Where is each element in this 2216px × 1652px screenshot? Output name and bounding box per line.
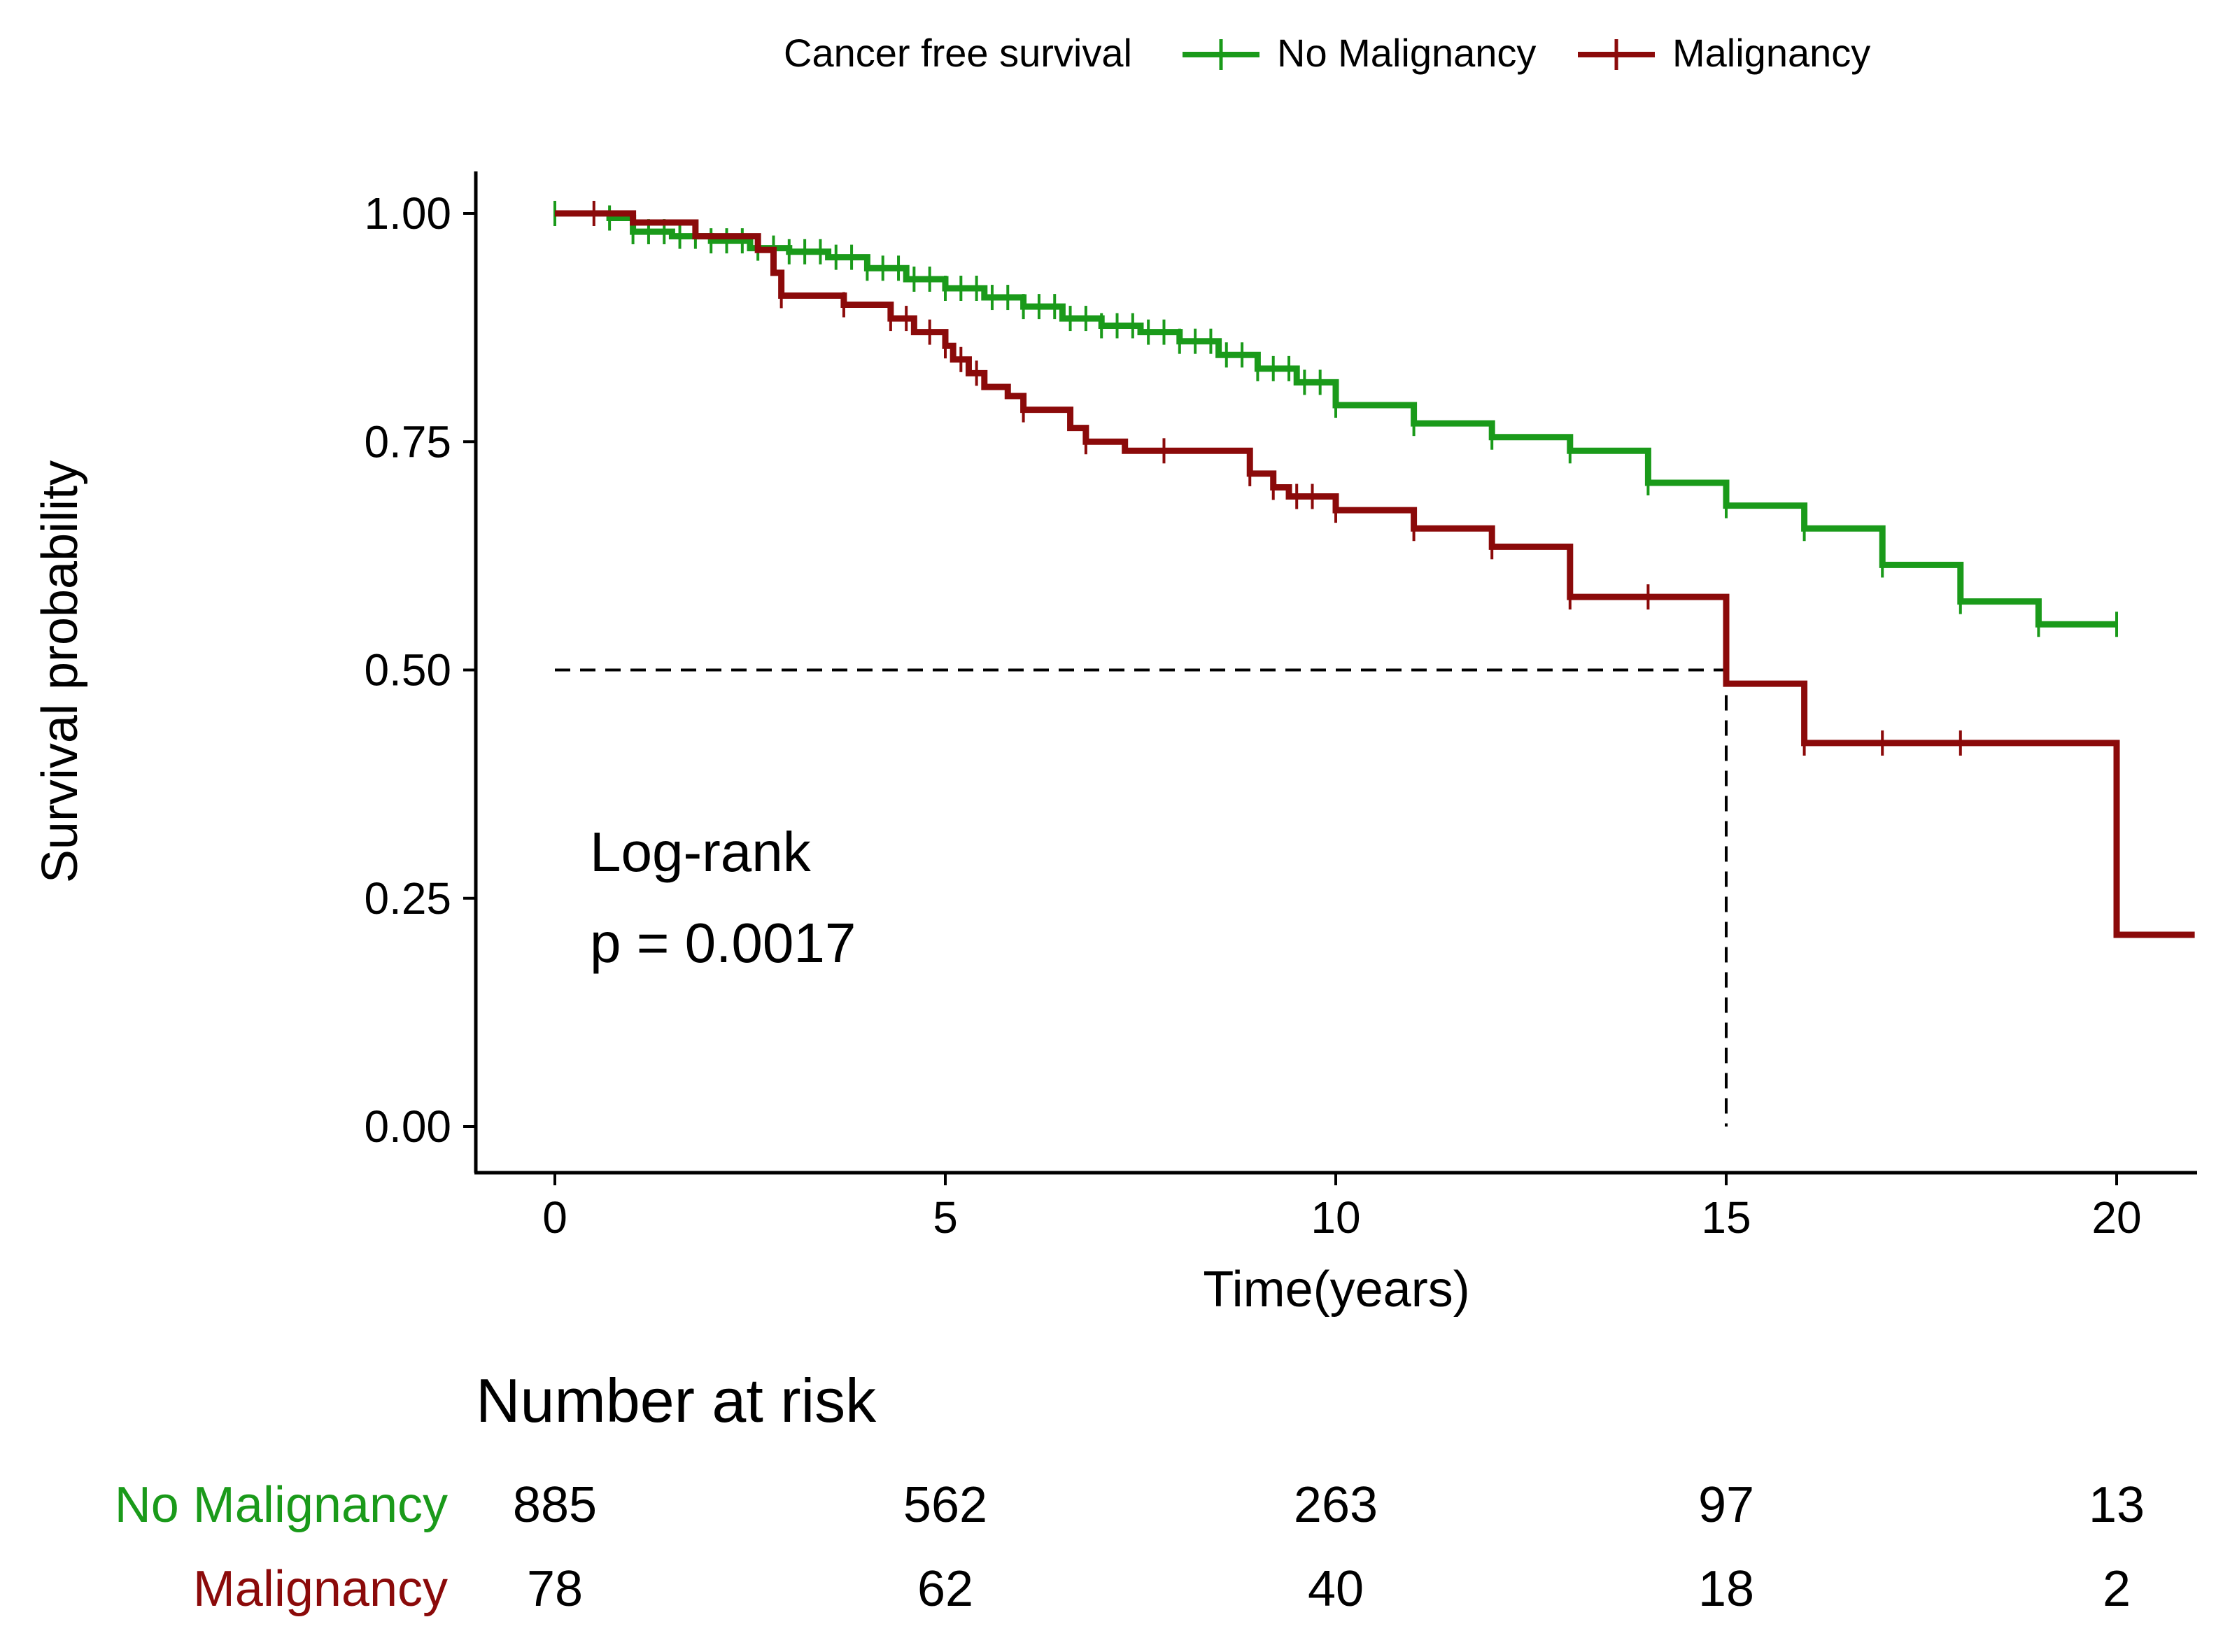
survival-curves [553, 201, 2195, 938]
risk-count: 40 [1308, 1561, 1364, 1617]
y-ticks: 0.00 0.25 0.50 0.75 1.00 [364, 188, 476, 1152]
y-tick-label: 0.25 [364, 873, 451, 924]
risk-count: 78 [527, 1561, 583, 1617]
x-tick-label: 20 [2091, 1192, 2141, 1243]
log-rank-label: Log-rank [590, 821, 812, 883]
median-reference-lines [555, 668, 1728, 1127]
legend-malignancy-label: Malignancy [1672, 31, 1870, 75]
p-value-label: p = 0.0017 [590, 912, 856, 974]
risk-count: 97 [1698, 1477, 1754, 1533]
malignancy-censor-marks [592, 201, 1962, 756]
risk-row-label-malignancy: Malignancy [193, 1561, 448, 1617]
legend-no-malignancy-label: No Malignancy [1277, 31, 1536, 75]
no-malignancy-curve [555, 210, 2117, 628]
risk-count: 18 [1698, 1561, 1754, 1617]
risk-count: 562 [903, 1477, 987, 1533]
legend: Cancer free survival No Malignancy Malig… [784, 31, 1870, 75]
risk-count: 13 [2089, 1477, 2145, 1533]
x-tick-label: 5 [933, 1192, 958, 1243]
risk-table: No Malignancy 885 562 263 97 13 Malignancy 78 62… [115, 1477, 2145, 1617]
x-tick-label: 15 [1701, 1192, 1751, 1243]
x-axis-title: Time(years) [1203, 1262, 1469, 1318]
risk-row-label-no-malignancy: No Malignancy [115, 1477, 448, 1533]
legend-title: Cancer free survival [784, 31, 1132, 75]
risk-count: 885 [513, 1477, 597, 1533]
x-ticks: 0 5 10 15 20 [542, 1173, 2142, 1243]
risk-count: 263 [1294, 1477, 1378, 1533]
no-malignancy-censor-marks [553, 201, 2118, 637]
y-tick-label: 1.00 [364, 188, 451, 239]
x-tick-label: 0 [542, 1192, 567, 1243]
risk-table-title: Number at risk [476, 1366, 877, 1435]
y-tick-label: 0.75 [364, 416, 451, 467]
y-tick-label: 0.50 [364, 645, 451, 696]
y-axis-title: Survival probability [32, 460, 88, 883]
risk-count: 2 [2103, 1561, 2131, 1617]
risk-count: 62 [917, 1561, 973, 1617]
y-tick-label: 0.00 [364, 1101, 451, 1152]
x-tick-label: 10 [1311, 1192, 1360, 1243]
